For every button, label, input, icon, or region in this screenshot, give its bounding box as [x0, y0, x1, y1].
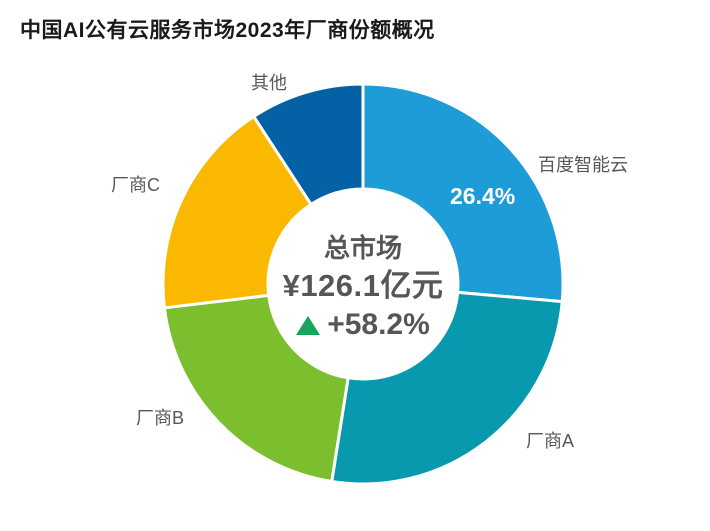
segment-label-vendor-c: 厂商C: [111, 175, 160, 195]
segment-label-baidu: 百度智能云: [538, 155, 628, 175]
growth-value: +58.2%: [327, 308, 430, 341]
total-market-value: ¥126.1亿元: [282, 268, 444, 303]
growth-up-triangle-icon: [296, 315, 321, 335]
segment-label-vendor-b: 厂商B: [136, 408, 185, 428]
donut-segment-vendor-b: [162, 293, 350, 484]
segment-value-label-baidu: 26.4%: [450, 183, 516, 209]
page-title: 中国AI公有云服务市场2023年厂商份额概况: [20, 19, 435, 42]
total-market-label: 总市场: [323, 233, 402, 263]
donut-segment-vendor-a: [330, 290, 564, 486]
donut-segment-baidu: [361, 82, 565, 304]
segment-label-others: 其他: [251, 73, 287, 93]
growth-row: +58.2%: [213, 306, 513, 344]
segment-label-vendor-a: 厂商A: [526, 431, 575, 451]
donut-segment-vendor-c: [161, 114, 313, 310]
donut-center-text: 总市场 ¥126.1亿元 +58.2%: [213, 232, 513, 344]
donut-segment-others: [252, 82, 365, 206]
